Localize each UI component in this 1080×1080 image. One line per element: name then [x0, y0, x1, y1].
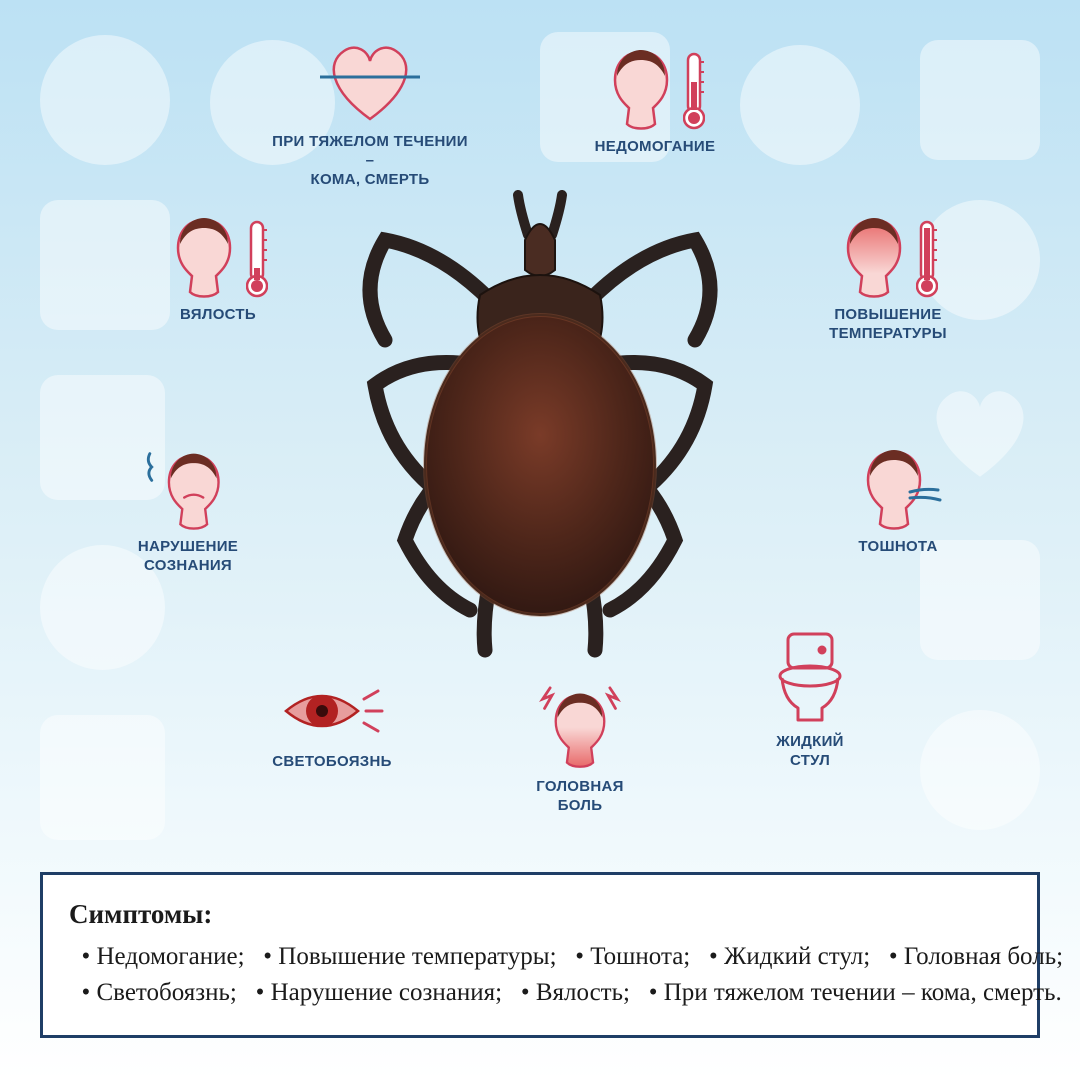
head-fever-icon [838, 214, 910, 298]
head-icon [605, 46, 677, 130]
symptom-label: ВЯЛОСТЬ [118, 306, 318, 325]
symptom-coma: ПРИ ТЯЖЕЛОМ ТЕЧЕНИИ –КОМА, СМЕРТЬ [270, 35, 470, 189]
symptom-label: ПРИ ТЯЖЕЛОМ ТЕЧЕНИИ –КОМА, СМЕРТЬ [270, 133, 470, 189]
summary-bullets: • Недомогание; • Повышение температуры; … [69, 939, 1011, 1012]
symptom-diagram: ПРИ ТЯЖЕЛОМ ТЕЧЕНИИ –КОМА, СМЕРТЬ НЕДОМО… [0, 0, 1080, 850]
symptom-label: ПОВЫШЕНИЕТЕМПЕРАТУРЫ [788, 306, 988, 344]
symptom-temperature: ПОВЫШЕНИЕТЕМПЕРАТУРЫ [788, 208, 988, 344]
head-dizzy-icon [142, 446, 234, 530]
symptom-nausea: ТОШНОТА [798, 440, 998, 557]
symptom-loose-stool: ЖИДКИЙСТУЛ [710, 635, 910, 771]
symptom-label: ЖИДКИЙСТУЛ [710, 733, 910, 771]
symptom-label: НАРУШЕНИЕСОЗНАНИЯ [88, 538, 288, 576]
symptom-label: СВЕТОБОЯЗНЬ [232, 753, 432, 772]
head-headache-icon [530, 686, 630, 770]
summary-box: Симптомы: • Недомогание; • Повышение тем… [40, 872, 1040, 1038]
symptom-lethargy: ВЯЛОСТЬ [118, 208, 318, 325]
symptom-headache: ГОЛОВНАЯБОЛЬ [480, 680, 680, 816]
thermometer-low-icon [246, 218, 268, 298]
symptom-malaise: НЕДОМОГАНИЕ [555, 40, 755, 157]
symptom-label: НЕДОМОГАНИЕ [555, 138, 755, 157]
eye-icon [280, 677, 385, 745]
head-icon [168, 214, 240, 298]
thermometer-full-icon [916, 218, 938, 298]
head-nausea-icon [848, 446, 948, 530]
summary-title: Симптомы: [69, 895, 1011, 934]
tick-icon [330, 190, 750, 670]
toilet-icon [770, 630, 850, 725]
symptom-label: ГОЛОВНАЯБОЛЬ [480, 778, 680, 816]
symptom-consciousness: НАРУШЕНИЕСОЗНАНИЯ [88, 440, 288, 576]
heart-flatline-icon [320, 35, 420, 125]
symptom-photophobia: СВЕТОБОЯЗНЬ [232, 655, 432, 772]
symptom-label: ТОШНОТА [798, 538, 998, 557]
thermometer-half-icon [683, 50, 705, 130]
